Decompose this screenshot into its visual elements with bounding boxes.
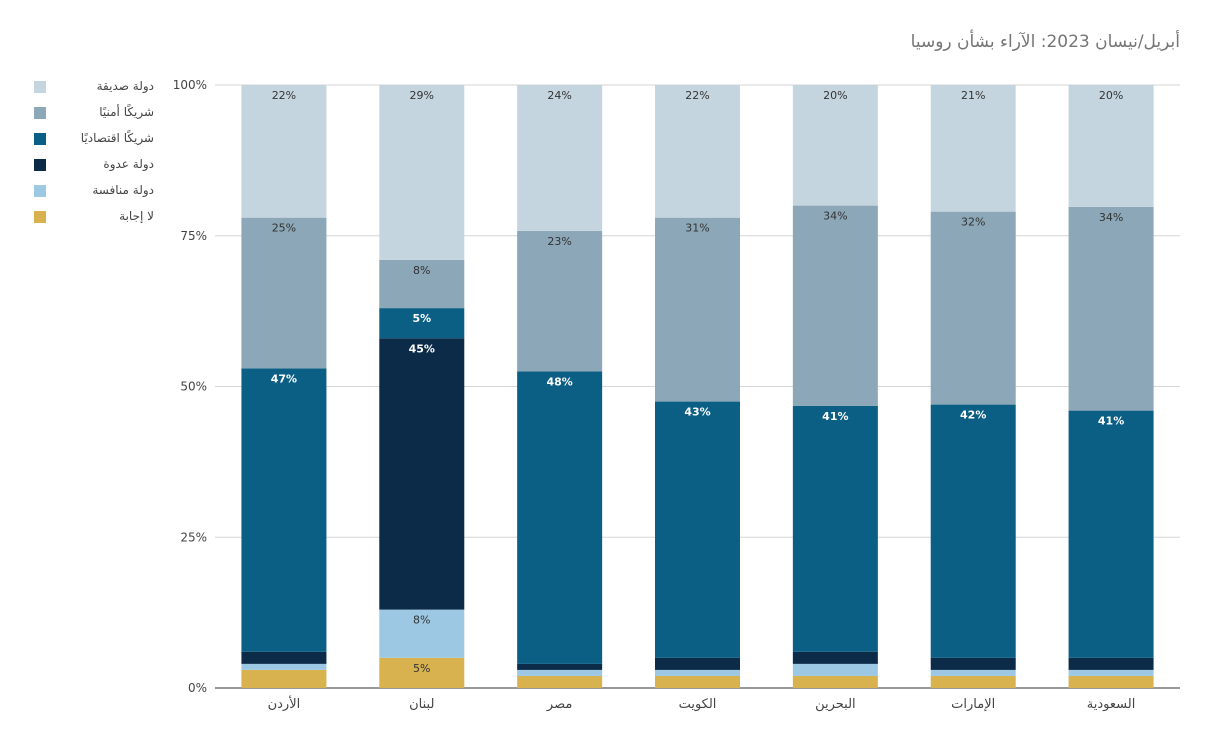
bar-segment — [517, 669, 603, 676]
data-label: 48% — [546, 375, 572, 388]
y-tick-label: 0% — [188, 681, 207, 695]
y-tick-label: 50% — [180, 380, 207, 394]
bar-segment — [655, 675, 740, 688]
data-label: 23% — [547, 235, 571, 248]
bar-segment — [1068, 85, 1154, 207]
bar-segment — [792, 205, 878, 406]
bar-segment — [792, 85, 878, 206]
legend-label: دولة منافسة — [92, 183, 154, 197]
bar-segment — [1068, 410, 1154, 658]
bar-segment — [1068, 675, 1154, 688]
legend-item: دولة صديقة — [34, 79, 154, 105]
legend-swatch — [34, 107, 46, 119]
x-tick-label: البحرين — [815, 697, 856, 712]
data-label: 5% — [413, 662, 430, 675]
bar-segment — [517, 85, 603, 231]
bar-segment — [517, 371, 603, 664]
bar-segment — [517, 230, 603, 372]
data-label: 41% — [822, 410, 848, 423]
data-label: 21% — [961, 89, 985, 102]
bar-segment — [241, 651, 327, 664]
bar-segment — [379, 657, 465, 688]
legend-item: شريكًا أمنيًا — [34, 105, 154, 131]
bar-segment — [1068, 669, 1154, 676]
data-label: 24% — [547, 89, 571, 102]
x-tick-label: مصر — [546, 697, 572, 712]
data-label: 34% — [823, 210, 847, 223]
chart-title: أبريل/نيسان 2023: الآراء بشأن روسيا — [910, 32, 1180, 52]
legend-item: دولة منافسة — [34, 183, 154, 209]
bar-segment — [241, 669, 327, 688]
legend-label: دولة صديقة — [96, 79, 154, 93]
bar-segment — [930, 85, 1016, 212]
data-label: 5% — [412, 312, 431, 325]
legend: دولة صديقة شريكًا أمنيًا شريكًا اقتصاديًا د… — [34, 79, 154, 235]
bar-segment — [655, 217, 740, 402]
data-label: 22% — [272, 89, 296, 102]
data-label: 47% — [271, 372, 297, 385]
data-label: 25% — [272, 222, 296, 235]
bar-segment — [517, 663, 603, 670]
legend-label: شريكًا أمنيًا — [99, 105, 154, 119]
bar-segment — [241, 663, 327, 670]
bar-segment — [655, 85, 740, 218]
data-label: 42% — [960, 409, 986, 422]
bar-segment — [655, 657, 740, 670]
legend-swatch — [34, 159, 46, 171]
data-label: 20% — [823, 89, 847, 102]
data-label: 31% — [685, 222, 709, 235]
data-label: 8% — [413, 264, 430, 277]
bar-segment — [655, 401, 740, 658]
legend-item: لا إجابة — [34, 209, 154, 235]
bar-segment — [517, 675, 603, 688]
data-label: 29% — [410, 89, 434, 102]
bar-segment — [241, 217, 327, 369]
bar-segment — [1068, 657, 1154, 670]
bar-segment — [379, 85, 465, 260]
bar-segment — [930, 675, 1016, 688]
legend-label: شريكًا اقتصاديًا — [80, 131, 154, 145]
legend-swatch — [34, 211, 46, 223]
legend-swatch — [34, 185, 46, 197]
bar-segment — [655, 669, 740, 676]
bar-segment — [930, 404, 1016, 658]
data-label: 45% — [409, 342, 435, 355]
x-tick-label: لبنان — [409, 697, 434, 712]
bar-segment — [241, 368, 327, 652]
bar-segment — [930, 211, 1016, 405]
legend-swatch — [34, 81, 46, 93]
bar-segment — [792, 405, 878, 652]
legend-item: دولة عدوة — [34, 157, 154, 183]
bar-segment — [241, 85, 327, 218]
bar-segment — [1068, 206, 1154, 411]
data-label: 8% — [413, 614, 430, 627]
bar-segment — [379, 338, 465, 610]
data-label: 32% — [961, 216, 985, 229]
data-label: 20% — [1099, 89, 1123, 102]
legend-label: لا إجابة — [119, 209, 154, 223]
bar-segment — [379, 308, 465, 339]
bar-segment — [792, 663, 878, 676]
x-tick-label: السعودية — [1087, 697, 1136, 712]
data-label: 41% — [1098, 415, 1124, 428]
bar-segment — [379, 609, 465, 658]
bar-segment — [792, 675, 878, 688]
x-tick-label: الكويت — [679, 697, 717, 712]
data-label: 22% — [685, 89, 709, 102]
data-label: 34% — [1099, 211, 1123, 224]
x-tick-label: الأردن — [268, 695, 301, 712]
y-tick-label: 75% — [180, 229, 207, 243]
legend-item: شريكًا اقتصاديًا — [34, 131, 154, 157]
y-tick-label: 100% — [173, 78, 207, 92]
bar-segment — [379, 259, 465, 309]
y-tick-label: 25% — [180, 530, 207, 544]
legend-swatch — [34, 133, 46, 145]
bar-segment — [792, 651, 878, 664]
bar-segment — [930, 669, 1016, 676]
x-tick-label: الإمارات — [951, 697, 995, 712]
legend-label: دولة عدوة — [103, 157, 154, 171]
bar-segment — [930, 657, 1016, 670]
data-label: 43% — [684, 406, 710, 419]
